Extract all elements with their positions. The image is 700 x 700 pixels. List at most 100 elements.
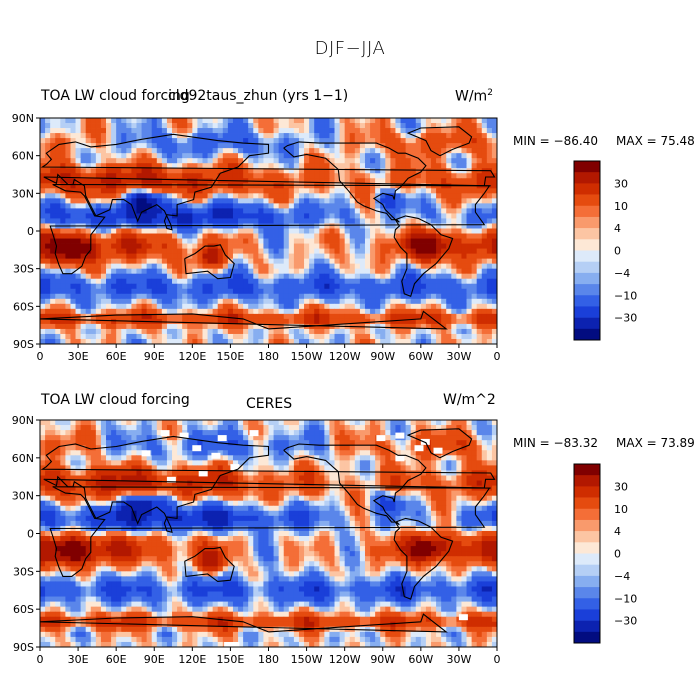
field-cell <box>375 313 381 320</box>
field-cell <box>136 118 142 124</box>
field-cell <box>232 198 239 204</box>
field-cell <box>436 273 442 280</box>
field-cell <box>126 308 132 315</box>
field-cell <box>309 420 315 426</box>
field-cell <box>329 208 335 214</box>
field-cell <box>451 263 457 270</box>
field-cell <box>238 153 244 159</box>
field-cell <box>278 208 285 214</box>
field-cell <box>156 283 163 290</box>
field-cell <box>40 178 46 184</box>
field-cell <box>212 253 219 260</box>
field-cell <box>309 298 315 305</box>
field-cell <box>400 293 406 300</box>
field-cell <box>232 243 239 249</box>
field-cell <box>339 450 346 456</box>
field-cell <box>430 248 437 254</box>
field-cell <box>243 183 249 189</box>
field-cell <box>222 218 229 224</box>
field-cell <box>248 118 254 124</box>
field-cell <box>314 258 320 265</box>
field-cell <box>202 193 208 199</box>
field-cell <box>364 455 371 461</box>
field-cell <box>298 238 305 244</box>
field-cell <box>192 430 198 436</box>
field-cell <box>268 333 274 340</box>
field-cell <box>253 188 259 194</box>
field-cell <box>131 425 137 431</box>
field-cell <box>491 233 497 239</box>
field-cell <box>278 445 285 451</box>
field-cell <box>329 253 335 260</box>
field-cell <box>288 455 295 461</box>
field-cell <box>405 193 412 199</box>
field-cell <box>420 123 427 129</box>
field-cell <box>263 440 269 446</box>
field-cell <box>187 313 193 320</box>
field-cell <box>486 298 493 305</box>
field-cell <box>40 273 46 280</box>
field-cell <box>471 435 478 441</box>
field-cell <box>349 430 356 436</box>
field-cell <box>375 123 381 129</box>
field-cell <box>304 258 310 265</box>
field-cell <box>451 298 457 305</box>
field-cell <box>136 425 142 431</box>
field-cell <box>45 268 51 275</box>
field-cell <box>380 178 386 184</box>
field-cell <box>65 298 71 305</box>
field-cell <box>222 440 229 446</box>
field-cell <box>106 293 112 300</box>
field-cell <box>304 148 310 154</box>
field-cell <box>339 318 346 325</box>
field-cell <box>471 283 478 290</box>
field-cell <box>273 430 280 436</box>
field-cell <box>319 158 325 164</box>
field-cell <box>486 253 493 260</box>
field-cell <box>283 430 290 436</box>
field-cell <box>319 435 325 441</box>
field-cell <box>446 288 452 295</box>
field-cell <box>491 243 497 249</box>
field-cell <box>50 183 56 189</box>
field-cell <box>232 298 239 305</box>
field-cell <box>177 328 183 335</box>
field-cell <box>410 440 417 446</box>
field-cell <box>146 283 153 290</box>
field-cell <box>65 263 71 270</box>
field-cell <box>405 223 412 229</box>
field-cell <box>70 425 76 431</box>
field-cell <box>273 258 280 265</box>
field-cell <box>304 303 310 310</box>
field-cell <box>55 208 61 214</box>
field-cell <box>288 293 295 300</box>
field-cell <box>293 253 300 260</box>
field-cell <box>40 223 46 229</box>
field-cell <box>50 288 56 295</box>
field-cell <box>238 218 244 224</box>
field-cell <box>441 178 447 184</box>
field-cell <box>106 298 112 305</box>
field-cell <box>344 143 351 149</box>
field-cell <box>425 263 432 270</box>
field-cell <box>85 183 92 189</box>
field-cell <box>283 283 290 290</box>
field-cell <box>116 133 122 139</box>
field-cell <box>202 328 208 335</box>
field-cell <box>248 303 254 310</box>
field-cell <box>192 465 198 471</box>
field-cell <box>141 303 148 310</box>
field-cell <box>329 303 335 310</box>
field-cell <box>212 298 219 305</box>
field-cell <box>45 333 51 340</box>
field-cell <box>95 153 102 159</box>
field-cell <box>349 163 356 169</box>
field-cell <box>45 298 51 305</box>
field-cell <box>166 158 173 164</box>
field-cell <box>40 420 46 426</box>
field-cell <box>466 283 473 290</box>
field-cell <box>390 283 396 290</box>
field-cell <box>248 283 254 290</box>
field-cell <box>268 328 274 335</box>
